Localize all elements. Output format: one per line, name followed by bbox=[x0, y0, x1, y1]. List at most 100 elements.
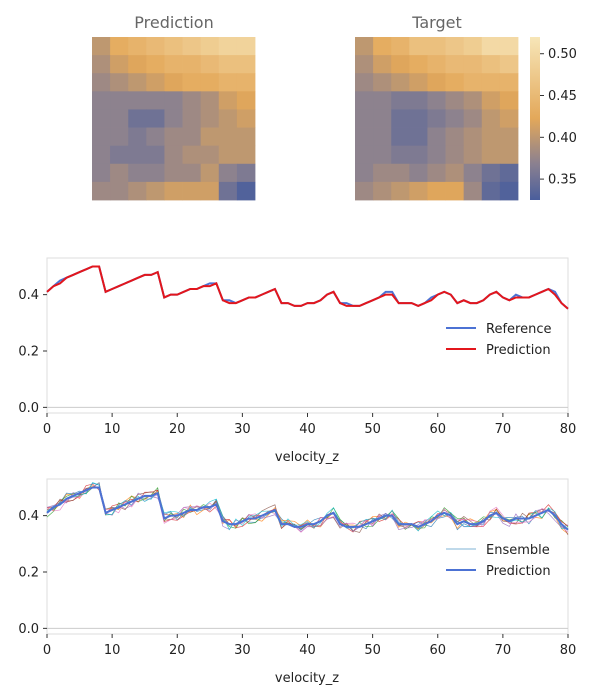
heatmap-cell bbox=[219, 109, 238, 128]
heatmap-cell bbox=[183, 146, 202, 165]
heatmap-cell bbox=[219, 164, 238, 183]
x-tick-label: 40 bbox=[299, 643, 316, 658]
heatmap-cell bbox=[183, 37, 202, 56]
heatmap-cell bbox=[110, 55, 129, 74]
heatmap-cell bbox=[201, 91, 220, 110]
heatmap-cell bbox=[446, 55, 465, 74]
heatmap-cell bbox=[201, 109, 220, 128]
x-tick-label: 80 bbox=[560, 643, 577, 658]
heatmap-cell bbox=[391, 146, 410, 165]
heatmap-cell bbox=[500, 109, 519, 128]
heatmap-cell bbox=[446, 182, 465, 201]
y-tick-label: 0.0 bbox=[18, 401, 39, 416]
heatmap-cell bbox=[464, 109, 483, 128]
heatmap-cell bbox=[391, 109, 410, 128]
legend-label-prediction: Prediction bbox=[486, 343, 551, 358]
heatmap-cell bbox=[409, 164, 428, 183]
colorbar: 0.35 0.40 0.45 0.50 bbox=[530, 37, 577, 200]
figure: Prediction Target 0.350.400.450.50 0 10 20… bbox=[0, 0, 600, 700]
heatmap-cell bbox=[128, 146, 147, 165]
legend: Ensemble Prediction bbox=[446, 543, 551, 579]
heatmap-cell bbox=[237, 73, 256, 92]
heatmap-cell bbox=[146, 128, 165, 147]
heatmap-cell bbox=[183, 182, 202, 201]
heatmap-cell bbox=[237, 146, 256, 165]
heatmap-title-prediction: Prediction bbox=[134, 13, 213, 32]
heatmap-cell bbox=[128, 128, 147, 147]
heatmap-cell bbox=[237, 164, 256, 183]
heatmap-cell bbox=[146, 73, 165, 92]
heatmap-cell bbox=[427, 182, 446, 201]
heatmap-cell bbox=[446, 73, 465, 92]
heatmap-cell bbox=[482, 91, 501, 110]
heatmap-cell bbox=[482, 109, 501, 128]
heatmap-cell bbox=[164, 73, 183, 92]
heatmap-cell bbox=[500, 128, 519, 147]
y-tick-label: 0.2 bbox=[18, 566, 39, 581]
heatmap-cell bbox=[391, 91, 410, 110]
heatmap-cell bbox=[92, 128, 111, 147]
heatmap-cell bbox=[500, 55, 519, 74]
heatmap-cell bbox=[500, 182, 519, 201]
heatmap-cell bbox=[146, 182, 165, 201]
heatmap-cell bbox=[128, 55, 147, 74]
heatmap-cell bbox=[201, 128, 220, 147]
heatmap-cell bbox=[355, 55, 374, 74]
heatmap-cell bbox=[237, 55, 256, 74]
x-tick-label: 80 bbox=[560, 422, 577, 437]
heatmap-cell bbox=[219, 37, 238, 56]
heatmap-cell bbox=[110, 37, 129, 56]
heatmap-cell bbox=[146, 146, 165, 165]
heatmap-cell bbox=[164, 91, 183, 110]
heatmap-cell bbox=[373, 164, 392, 183]
heatmap-cell bbox=[201, 146, 220, 165]
heatmap-cell bbox=[355, 109, 374, 128]
heatmap-cell bbox=[110, 73, 129, 92]
heatmap-cell bbox=[446, 109, 465, 128]
heatmap-cell bbox=[355, 182, 374, 201]
heatmap-cell bbox=[146, 109, 165, 128]
heatmap-cell bbox=[446, 91, 465, 110]
line-chart-reference: 0 10 20 30 40 50 60 70 800.00.20.4 velocity_z Re… bbox=[18, 258, 576, 465]
colorbar-gradient bbox=[530, 37, 540, 200]
heatmap-cell bbox=[219, 146, 238, 165]
heatmap-cell bbox=[128, 182, 147, 201]
legend-label-reference: Reference bbox=[486, 322, 551, 337]
heatmap-cell bbox=[128, 91, 147, 110]
heatmap-cell bbox=[201, 164, 220, 183]
x-tick-label: 20 bbox=[169, 422, 186, 437]
x-tick-label: 70 bbox=[495, 422, 512, 437]
colorbar-ticks: 0.35 0.40 0.45 0.50 bbox=[540, 47, 577, 187]
x-axis-label: velocity_z bbox=[275, 671, 339, 686]
heatmap-cell bbox=[373, 55, 392, 74]
legend-label-ensemble: Ensemble bbox=[486, 543, 550, 558]
heatmap-cell bbox=[128, 109, 147, 128]
heatmap-cell bbox=[237, 182, 256, 201]
x-tick-label: 60 bbox=[429, 422, 446, 437]
heatmap-cell bbox=[201, 182, 220, 201]
heatmap-cell bbox=[409, 91, 428, 110]
heatmap-cell bbox=[183, 55, 202, 74]
heatmap-cell bbox=[355, 37, 374, 56]
heatmap-cell bbox=[355, 73, 374, 92]
heatmap-cell bbox=[482, 164, 501, 183]
series-line-prediction bbox=[47, 266, 568, 308]
heatmap-cell bbox=[201, 73, 220, 92]
heatmap-cell bbox=[464, 182, 483, 201]
heatmap-cell bbox=[146, 164, 165, 183]
heatmap-cell bbox=[355, 146, 374, 165]
heatmap-cell bbox=[128, 164, 147, 183]
heatmap-cell bbox=[146, 55, 165, 74]
heatmap-target bbox=[355, 37, 518, 200]
heatmap-cell bbox=[391, 55, 410, 74]
heatmap-cell bbox=[500, 73, 519, 92]
heatmap-cell bbox=[409, 128, 428, 147]
line-chart-ensemble: 0 10 20 30 40 50 60 70 80 0.0 0.2 0.4 velocity_z En… bbox=[18, 479, 576, 686]
heatmap-cell bbox=[391, 37, 410, 56]
heatmap-cell bbox=[110, 109, 129, 128]
x-tick-label: 50 bbox=[364, 422, 381, 437]
heatmap-prediction bbox=[92, 37, 255, 200]
x-tick-label: 20 bbox=[169, 643, 186, 658]
heatmap-cell bbox=[183, 91, 202, 110]
heatmap-cell bbox=[482, 182, 501, 201]
